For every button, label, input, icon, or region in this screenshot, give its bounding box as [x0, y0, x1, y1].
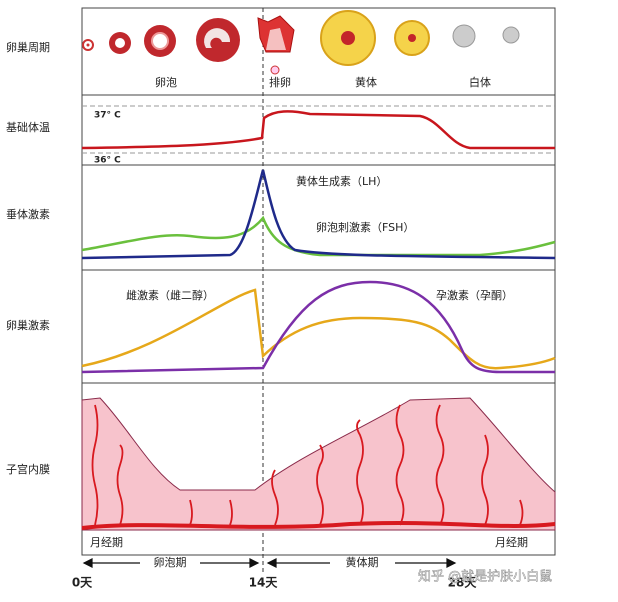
hormone-label: 黄体生成素（LH） [296, 174, 387, 188]
temperature-curve [81, 110, 555, 150]
temp-label: 37° C [94, 111, 121, 121]
day-label: 0天 [72, 576, 93, 590]
estrogen-curve [81, 288, 556, 370]
day-label: 28天 [448, 576, 478, 590]
phase-label: 月经期 [90, 536, 123, 549]
phase-arrows [82, 558, 457, 568]
ovary-icons [82, 10, 520, 75]
temp-label: 36° C [94, 156, 121, 166]
hormone-label: 卵泡刺激素（FSH） [316, 220, 414, 234]
glands [91, 404, 524, 526]
progesterone-curve [81, 280, 555, 374]
watermark: 知乎 @就是护肤小白鼠 [418, 569, 552, 585]
row-label: 垂体激素 [6, 207, 50, 221]
row-label: 基础体温 [6, 120, 50, 134]
row-label: 卵巢激素 [6, 318, 50, 332]
fsh-curve [81, 215, 556, 257]
hormone-label: 雌激素（雌二醇） [126, 288, 214, 302]
stage-label: 排卵 [269, 75, 291, 89]
lh-curve [81, 169, 556, 260]
stage-label: 卵泡 [155, 75, 177, 89]
stage-label: 黄体 [355, 75, 377, 89]
phase-label: 卵泡期 [154, 555, 187, 569]
row-label: 子宫内膜 [6, 462, 50, 476]
endometrium [81, 397, 556, 531]
hormone-label: 孕激素（孕酮） [436, 288, 513, 302]
row-label: 卵巢周期 [6, 41, 50, 54]
day-label: 14天 [249, 576, 279, 590]
stage-label: 白体 [469, 75, 491, 89]
basal-layer [81, 521, 556, 530]
phase-label: 黄体期 [346, 555, 379, 569]
phase-label: 月经期 [495, 536, 528, 549]
